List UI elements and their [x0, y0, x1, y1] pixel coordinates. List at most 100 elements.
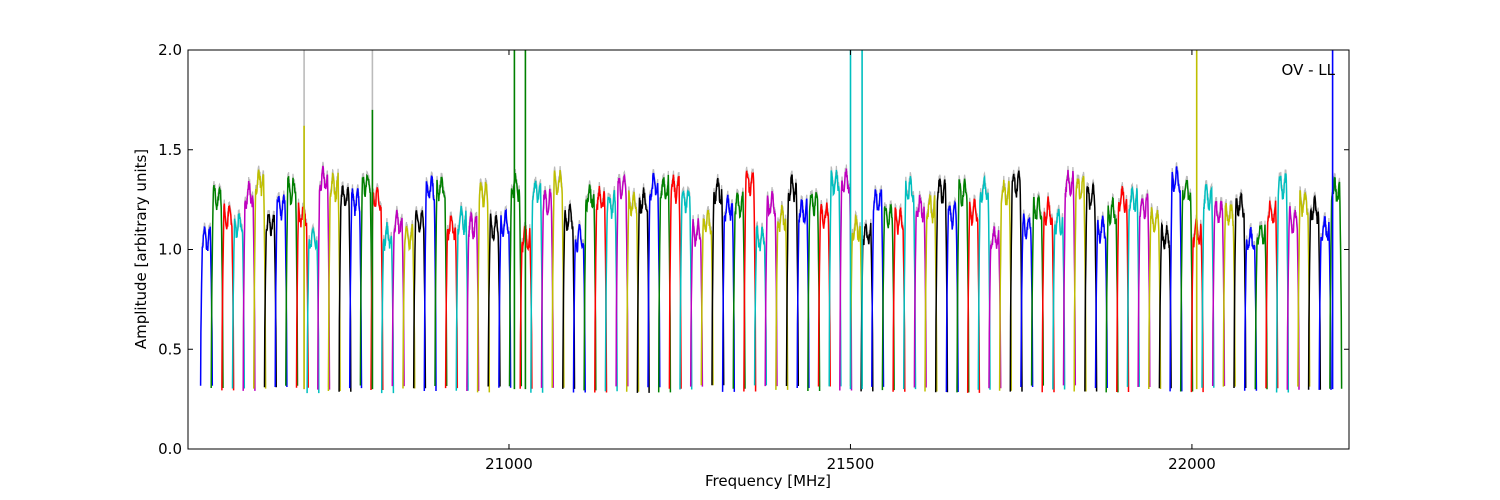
band-trace: [1179, 179, 1194, 392]
band-trace: [647, 172, 661, 388]
band-trace: [285, 176, 299, 386]
band-trace: [881, 203, 895, 391]
band-trace: [1041, 196, 1055, 393]
band-trace: [1052, 208, 1066, 390]
band-trace: [391, 209, 405, 387]
band-trace: [1030, 194, 1045, 386]
band-trace: [487, 213, 501, 387]
background-band-trace: [306, 222, 320, 390]
band-trace: [221, 203, 235, 391]
band-trace: [753, 225, 768, 386]
band-trace: [338, 185, 352, 392]
band-trace: [689, 218, 704, 387]
plot-frame: [187, 49, 1350, 450]
y-tick-label: 2.0: [158, 41, 182, 59]
band-trace: [1105, 196, 1119, 393]
band-trace: [498, 208, 512, 388]
y-tick-label: 0.5: [158, 340, 182, 358]
band-trace: [1062, 169, 1077, 386]
band-trace: [572, 223, 586, 393]
band-trace: [540, 188, 554, 388]
band-trace: [721, 194, 736, 392]
band-trace: [966, 198, 981, 393]
background-band-trace: [381, 218, 394, 390]
band-trace: [1211, 200, 1226, 387]
band-trace: [423, 175, 437, 392]
band-trace: [551, 170, 565, 388]
band-trace: [402, 224, 416, 389]
band-trace: [839, 168, 853, 391]
band-trace: [253, 169, 267, 389]
band-trace: [434, 176, 448, 387]
band-trace: [444, 215, 459, 389]
band-trace: [945, 199, 959, 393]
x-tick-label: 21500: [827, 455, 875, 473]
band-trace: [274, 194, 288, 388]
band-trace: [743, 170, 757, 392]
band-trace: [625, 190, 640, 392]
background-band-trace: [572, 220, 586, 389]
y-tick-label: 1.5: [158, 141, 182, 159]
background-band-trace: [583, 180, 597, 387]
band-trace: [604, 190, 618, 392]
band-trace: [902, 176, 917, 390]
band-trace: [583, 184, 597, 391]
background-band-trace: [711, 173, 725, 382]
band-trace: [1254, 224, 1268, 390]
band-trace: [508, 173, 523, 387]
band-trace: [1329, 176, 1343, 389]
band-trace: [849, 213, 863, 387]
background-band-trace: [1180, 175, 1194, 388]
band-trace: [711, 177, 725, 386]
background-band-trace: [1041, 192, 1055, 389]
background-band-trace: [508, 169, 522, 383]
band-trace: [263, 213, 277, 388]
background-band-trace: [913, 190, 927, 384]
band-trace: [998, 179, 1013, 391]
band-trace: [657, 174, 672, 393]
band-trace: [562, 203, 576, 389]
band-trace: [530, 180, 544, 393]
band-trace: [1222, 203, 1236, 387]
y-tick-label: 0.0: [158, 440, 182, 458]
band-trace: [380, 222, 395, 394]
band-trace: [817, 202, 831, 387]
annotation-label: OV - LL: [1282, 61, 1336, 79]
band-trace: [956, 178, 970, 393]
band-trace: [476, 181, 491, 393]
band-trace: [988, 225, 1002, 389]
band-trace: [1009, 170, 1023, 392]
band-trace: [359, 173, 373, 386]
band-trace: [1318, 215, 1332, 390]
band-trace: [1020, 213, 1034, 388]
band-trace: [1169, 166, 1183, 392]
band-trace: [796, 198, 810, 389]
band-trace: [242, 180, 256, 391]
band-trace: [1201, 184, 1215, 388]
band-trace: [892, 207, 906, 392]
band-trace: [199, 226, 214, 386]
band-trace: [317, 165, 331, 390]
plot-border: [187, 49, 1350, 450]
band-trace: [1084, 181, 1098, 392]
band-trace: [700, 209, 714, 386]
band-trace: [828, 169, 842, 387]
band-trace: [913, 194, 927, 388]
band-trace: [210, 184, 224, 389]
band-trace: [977, 174, 991, 390]
band-trace: [295, 202, 309, 388]
band-trace: [1073, 175, 1087, 392]
band-trace: [785, 174, 800, 387]
band-trace: [807, 192, 821, 392]
x-axis-ticks: 21000 21500 22000: [485, 50, 1216, 473]
band-trace: [306, 226, 320, 394]
band-trace: [934, 178, 949, 393]
band-trace: [1297, 190, 1311, 387]
band-trace: [412, 210, 427, 389]
band-trace: [231, 213, 246, 389]
band-trace: [679, 189, 693, 390]
band-trace: [455, 205, 469, 391]
band-trace: [871, 189, 885, 387]
band-trace: [924, 193, 938, 392]
